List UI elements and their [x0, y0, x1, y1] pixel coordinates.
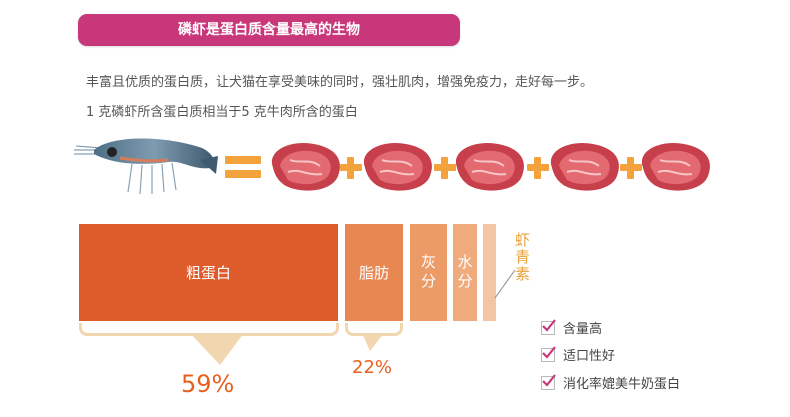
plus-sign: [347, 157, 354, 179]
section-banner: 磷虾是蛋白质含量最高的生物: [78, 14, 460, 46]
protein-bar: 粗蛋白: [79, 224, 338, 321]
description-line-1: 丰富且优质的蛋白质，让犬猫在享受美味的同时，强壮肌肉，增强免疫力，走好每一步。: [86, 75, 594, 90]
checkbox-checked-icon: [541, 318, 556, 335]
fat-bar: 脂肪: [345, 224, 403, 321]
krill-illustration: [74, 138, 218, 195]
plus-sign: [441, 157, 448, 179]
checkbox-checked-icon: [541, 345, 556, 362]
ash-label: 灰分: [419, 253, 437, 292]
astaxanthin-label: 虾青素: [513, 232, 531, 283]
description-line-2: 1 克磷虾所含蛋白质相当于5 克牛肉所含的蛋白: [86, 105, 358, 120]
protein-pointer: [190, 333, 244, 365]
checklist-label: 消化率媲美牛奶蛋白: [563, 377, 681, 392]
beef-icon: [271, 142, 340, 191]
beef-icon: [363, 142, 432, 191]
checkbox-checked-icon: [541, 373, 556, 390]
plus-sign: [627, 157, 634, 179]
equals-sign: [225, 156, 261, 164]
banner-title: 磷虾是蛋白质含量最高的生物: [178, 22, 360, 38]
fat-label: 脂肪: [358, 264, 389, 282]
astaxanthin-bar: [483, 224, 496, 321]
checklist-label: 适口性好: [563, 349, 616, 364]
beef-icon: [641, 142, 710, 191]
checklist-item: 消化率媲美牛奶蛋白: [541, 373, 680, 392]
protein-label: 粗蛋白: [185, 264, 231, 282]
checklist-label: 含量高: [563, 322, 603, 337]
equals-sign: [225, 170, 261, 178]
plus-sign: [534, 157, 541, 179]
water-bar: 水分: [453, 224, 477, 321]
water-label: 水分: [455, 253, 474, 292]
beef-icon: [455, 142, 524, 191]
beef-icon: [550, 142, 619, 191]
checklist-item: 适口性好: [541, 345, 615, 364]
ash-bar: 灰分: [410, 224, 447, 321]
astaxanthin-pointer: [494, 269, 516, 299]
fat-pointer: [362, 333, 384, 351]
fat-percent: 22%: [352, 357, 393, 378]
protein-percent: 59%: [181, 370, 235, 398]
checklist-item: 含量高: [541, 318, 602, 337]
